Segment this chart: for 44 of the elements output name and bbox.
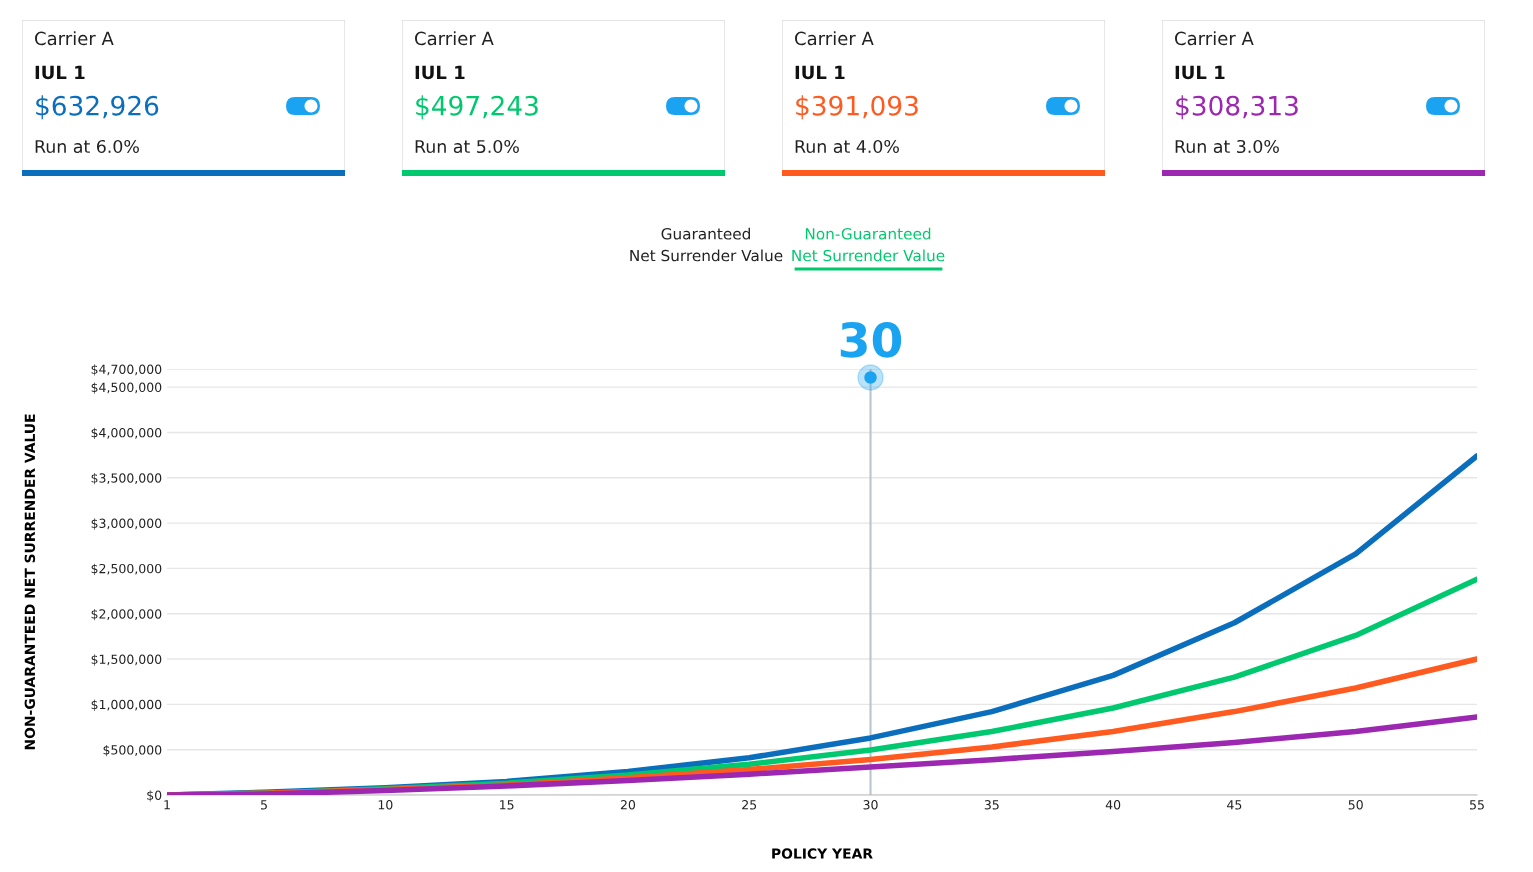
text: IUL 1 [795,65,845,80]
y-tick-label: $0 [147,790,162,802]
text: IUL 1 [35,65,85,80]
text: Carrier A [415,31,494,46]
text: Run at 4.0% [795,139,899,154]
ref-line-label: 30 [840,322,902,358]
text: $632,926 [36,95,159,120]
text: $308,313 [1176,95,1298,120]
text: Run at 6.0% [35,139,139,154]
x-axis-title: POLICY YEAR [772,848,873,859]
x-tick-label: 35 [984,800,999,810]
text: $391,093 [796,95,918,120]
y-tick-label: $3,500,000 [91,473,162,485]
text: IUL 1 [1175,65,1225,80]
y-tick-label: $1,500,000 [91,654,162,666]
x-tick-label: 45 [1227,800,1242,810]
y-tick-label: $4,000,000 [91,427,162,440]
x-tick-label: 25 [742,800,757,810]
text: Carrier A [35,31,114,46]
x-tick-label: 1 [164,800,170,810]
text: IUL 1 [415,65,465,80]
y-tick-label: $500,000 [103,744,162,757]
text: Non-Guaranteed Net Surrender Value [792,227,945,262]
y-tick-label: $4,700,000 [91,364,162,376]
y-axis-title: NON-GUARANTEED NET SURRENDER VALUE [24,414,36,750]
text: Run at 3.0% [1175,139,1279,154]
x-tick-label: 50 [1348,800,1363,810]
y-tick-label: $1,000,000 [91,699,162,711]
y-tick-label: $2,500,000 [91,563,162,575]
y-tick-label: $3,000,000 [91,518,162,530]
text: Run at 5.0% [415,139,519,154]
text: Carrier A [795,31,874,46]
x-tick-label: 5 [261,800,267,810]
x-tick-label: 30 [863,800,878,810]
x-tick-label: 10 [378,800,393,810]
x-tick-label: 55 [1470,800,1484,810]
x-tick-label: 40 [1105,800,1121,810]
text: Guaranteed Net Surrender Value [630,227,783,262]
text: $497,243 [416,95,538,120]
y-tick-label: $4,500,000 [91,382,162,394]
y-tick-label: $2,000,000 [91,608,162,621]
x-tick-label: 20 [620,800,636,810]
text: Carrier A [1175,31,1254,46]
x-tick-label: 15 [500,800,514,810]
